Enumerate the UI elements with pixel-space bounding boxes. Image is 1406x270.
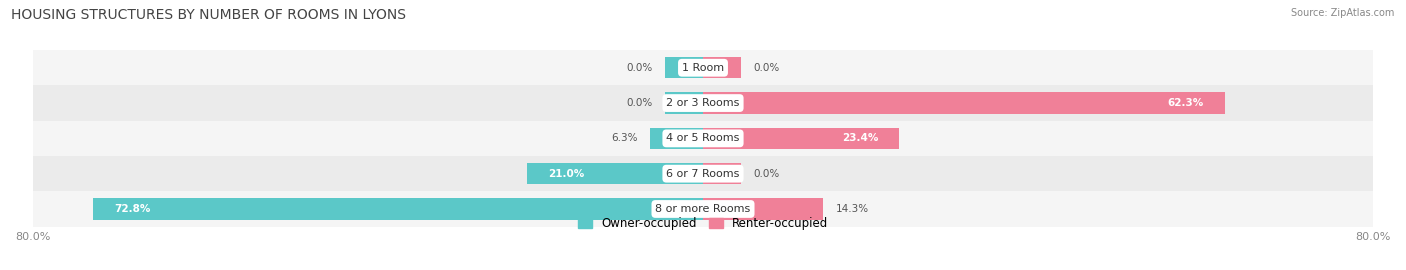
Text: 1 Room: 1 Room xyxy=(682,63,724,73)
Text: 23.4%: 23.4% xyxy=(842,133,879,143)
Text: 0.0%: 0.0% xyxy=(627,63,652,73)
Bar xyxy=(32,156,1374,191)
Bar xyxy=(703,57,741,78)
Bar xyxy=(650,128,703,149)
Bar xyxy=(32,191,1374,227)
Text: 2 or 3 Rooms: 2 or 3 Rooms xyxy=(666,98,740,108)
Text: 21.0%: 21.0% xyxy=(548,169,585,179)
Bar xyxy=(527,163,703,184)
Bar xyxy=(703,198,823,220)
Text: 8 or more Rooms: 8 or more Rooms xyxy=(655,204,751,214)
Bar xyxy=(32,85,1374,121)
Bar xyxy=(665,57,703,78)
Text: 14.3%: 14.3% xyxy=(835,204,869,214)
Bar xyxy=(665,92,703,114)
Bar xyxy=(32,50,1374,85)
Text: 0.0%: 0.0% xyxy=(627,98,652,108)
Bar xyxy=(93,198,703,220)
Text: 6 or 7 Rooms: 6 or 7 Rooms xyxy=(666,169,740,179)
Bar xyxy=(703,92,1225,114)
Bar xyxy=(703,128,898,149)
Bar xyxy=(703,163,741,184)
Text: 6.3%: 6.3% xyxy=(612,133,638,143)
Text: 62.3%: 62.3% xyxy=(1168,98,1204,108)
Text: Source: ZipAtlas.com: Source: ZipAtlas.com xyxy=(1291,8,1395,18)
Text: HOUSING STRUCTURES BY NUMBER OF ROOMS IN LYONS: HOUSING STRUCTURES BY NUMBER OF ROOMS IN… xyxy=(11,8,406,22)
Text: 0.0%: 0.0% xyxy=(754,169,779,179)
Legend: Owner-occupied, Renter-occupied: Owner-occupied, Renter-occupied xyxy=(572,212,834,235)
Text: 72.8%: 72.8% xyxy=(114,204,150,214)
Text: 4 or 5 Rooms: 4 or 5 Rooms xyxy=(666,133,740,143)
Text: 0.0%: 0.0% xyxy=(754,63,779,73)
Bar xyxy=(32,121,1374,156)
